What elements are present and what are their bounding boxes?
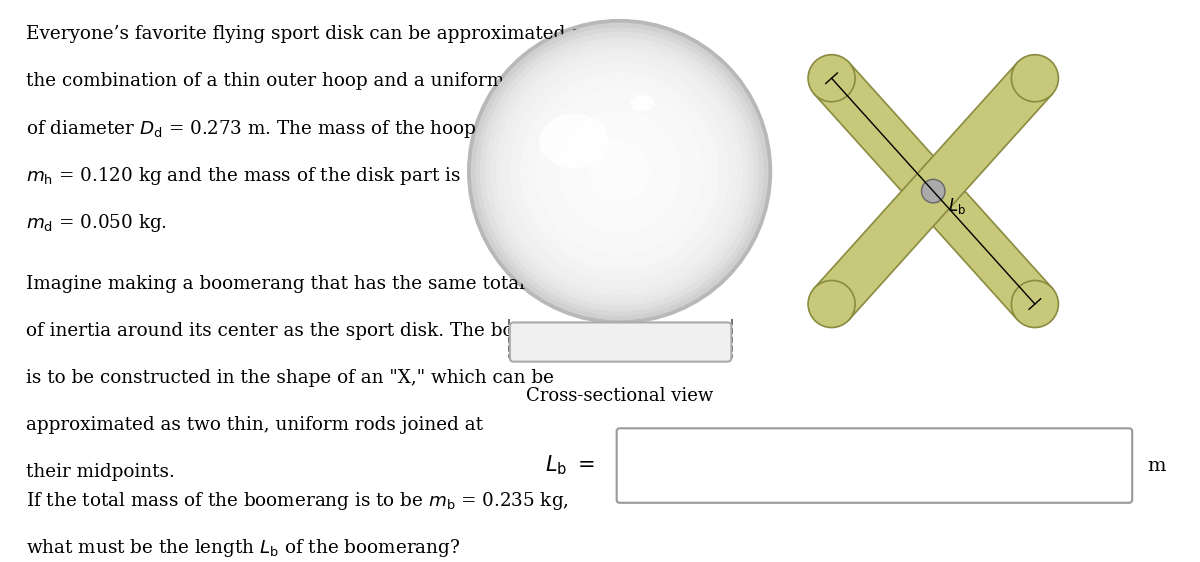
- Circle shape: [476, 28, 763, 315]
- Circle shape: [808, 280, 856, 328]
- Text: the combination of a thin outer hoop and a uniform disk, both: the combination of a thin outer hoop and…: [26, 71, 602, 89]
- Polygon shape: [814, 62, 1052, 320]
- Text: $m_\mathrm{h}$ = 0.120 kg and the mass of the disk part is: $m_\mathrm{h}$ = 0.120 kg and the mass o…: [26, 165, 461, 187]
- Circle shape: [1012, 280, 1058, 328]
- Text: approximated as two thin, uniform rods joined at: approximated as two thin, uniform rods j…: [26, 416, 484, 434]
- Text: $L_\mathrm{b}$: $L_\mathrm{b}$: [948, 196, 966, 216]
- Text: of diameter $D_\mathrm{d}$ = 0.273 m. The mass of the hoop part is: of diameter $D_\mathrm{d}$ = 0.273 m. Th…: [26, 119, 542, 140]
- Ellipse shape: [631, 96, 654, 111]
- Text: $D_\mathrm{d}$: $D_\mathrm{d}$: [635, 331, 656, 351]
- Polygon shape: [814, 62, 1052, 320]
- Circle shape: [536, 88, 703, 255]
- Ellipse shape: [540, 115, 608, 167]
- Circle shape: [486, 38, 754, 305]
- Text: Imagine making a boomerang that has the same total moment: Imagine making a boomerang that has the …: [26, 275, 607, 293]
- Text: their midpoints.: their midpoints.: [26, 463, 175, 481]
- Circle shape: [589, 141, 650, 202]
- Circle shape: [808, 55, 856, 102]
- FancyBboxPatch shape: [510, 323, 731, 362]
- Text: $L_\mathrm{b}\ =$: $L_\mathrm{b}\ =$: [545, 454, 595, 477]
- Circle shape: [521, 72, 719, 270]
- Circle shape: [472, 24, 768, 320]
- Circle shape: [510, 62, 728, 281]
- Text: is to be constructed in the shape of an "X," which can be: is to be constructed in the shape of an …: [26, 369, 554, 387]
- Circle shape: [559, 111, 680, 232]
- Text: m: m: [1147, 456, 1165, 474]
- Circle shape: [480, 33, 758, 311]
- Text: Cross-sectional view: Cross-sectional view: [526, 387, 713, 405]
- Text: of inertia around its center as the sport disk. The boomerang: of inertia around its center as the spor…: [26, 322, 596, 340]
- Text: $m_\mathrm{d}$ = 0.050 kg.: $m_\mathrm{d}$ = 0.050 kg.: [26, 212, 167, 234]
- Circle shape: [497, 49, 743, 294]
- FancyBboxPatch shape: [617, 428, 1132, 503]
- Circle shape: [922, 179, 944, 203]
- Circle shape: [468, 20, 772, 324]
- Text: If the total mass of the boomerang is to be $m_\mathrm{b}$ = 0.235 kg,: If the total mass of the boomerang is to…: [26, 490, 569, 512]
- Circle shape: [491, 43, 748, 300]
- Circle shape: [1012, 55, 1058, 102]
- Circle shape: [503, 55, 737, 288]
- Text: Everyone’s favorite flying sport disk can be approximated as: Everyone’s favorite flying sport disk ca…: [26, 25, 592, 43]
- Text: what must be the length $L_\mathrm{b}$ of the boomerang?: what must be the length $L_\mathrm{b}$ o…: [26, 537, 461, 559]
